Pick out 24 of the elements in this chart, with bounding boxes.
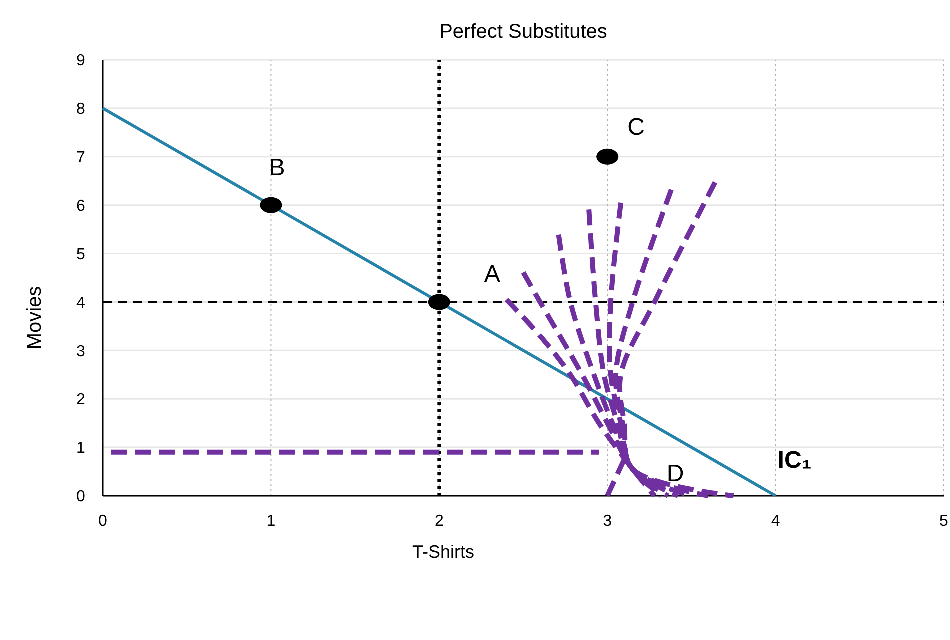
chart-title: Perfect Substitutes xyxy=(440,21,608,43)
y-tick-label: 0 xyxy=(76,488,86,506)
y-tick-label: 5 xyxy=(76,246,86,264)
annotation: IC₁ xyxy=(778,447,812,474)
y-tick-label: 9 xyxy=(76,52,86,70)
y-tick-label: 7 xyxy=(76,149,86,166)
y-tick-label: 1 xyxy=(76,440,86,458)
x-tick-label: 5 xyxy=(940,513,949,530)
x-tick-label: 0 xyxy=(98,513,108,530)
y-tick-label: 3 xyxy=(76,343,86,360)
x-tick-label: 1 xyxy=(266,513,276,530)
annotation: C xyxy=(628,114,645,141)
y-tick-label: 6 xyxy=(76,198,86,215)
x-axis-title: T-Shirts xyxy=(412,542,475,562)
x-tick-label: 4 xyxy=(771,513,780,530)
y-tick-label: 8 xyxy=(76,101,86,118)
x-tick-label: 2 xyxy=(434,513,444,530)
x-tick-label: 3 xyxy=(603,513,612,530)
annotation: A xyxy=(484,261,500,288)
y-axis-title: Movies xyxy=(24,286,46,350)
annotation: D xyxy=(666,460,684,488)
annotation: B xyxy=(269,154,286,182)
y-tick-label: 2 xyxy=(76,392,86,409)
y-tick-label: 4 xyxy=(76,294,86,312)
